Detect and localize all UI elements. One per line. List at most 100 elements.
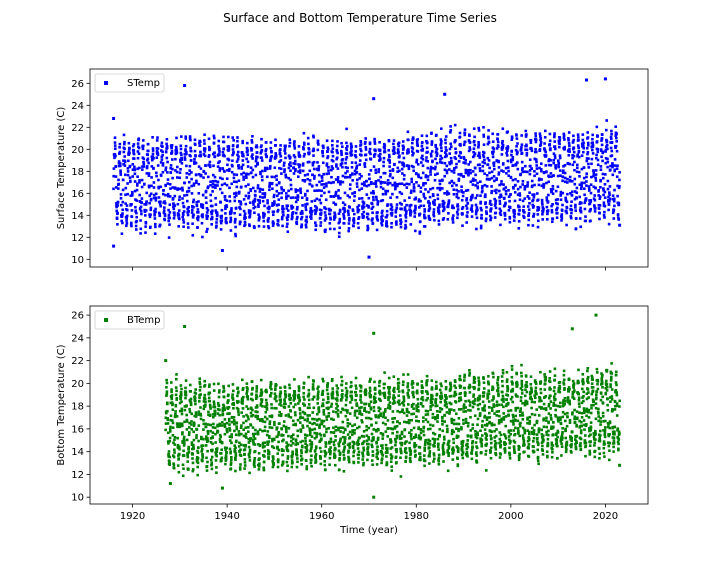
data-point [258, 199, 261, 202]
data-point [360, 154, 363, 157]
data-point [362, 430, 366, 433]
data-point [494, 199, 498, 202]
data-point [476, 186, 480, 190]
data-point [286, 213, 290, 217]
data-point [377, 179, 380, 182]
data-point [335, 165, 338, 168]
data-point [202, 422, 206, 426]
data-point [280, 187, 284, 191]
data-point [172, 463, 176, 467]
data-point [323, 463, 327, 467]
data-point [402, 380, 405, 384]
data-point [563, 164, 567, 167]
data-point [522, 216, 526, 219]
data-point [404, 226, 408, 229]
data-point [419, 176, 423, 180]
data-point [435, 152, 439, 155]
data-point [582, 144, 585, 148]
data-point [119, 193, 123, 196]
data-point [490, 203, 493, 206]
data-point [167, 236, 171, 239]
data-point [362, 463, 365, 467]
data-point [410, 405, 414, 408]
data-point [313, 437, 317, 440]
data-point [277, 458, 280, 461]
data-point [225, 451, 228, 454]
data-point [505, 154, 509, 157]
data-point [362, 203, 365, 206]
data-point [249, 411, 253, 415]
data-point [124, 173, 127, 177]
data-point [352, 454, 355, 458]
data-point [244, 419, 248, 423]
data-point [373, 140, 376, 143]
data-point [475, 206, 479, 209]
data-point [398, 155, 401, 159]
data-point [389, 460, 393, 463]
data-point [231, 383, 235, 386]
data-point [206, 439, 210, 443]
data-point [598, 217, 601, 221]
data-point [245, 392, 248, 395]
data-point [217, 147, 221, 151]
data-point [334, 425, 338, 429]
data-point [310, 445, 313, 449]
data-point [519, 149, 523, 152]
data-point [431, 186, 435, 190]
data-point [578, 175, 581, 178]
data-point [308, 169, 312, 173]
data-point [169, 171, 173, 174]
data-point [194, 411, 198, 414]
data-point [369, 182, 373, 185]
data-point [168, 211, 172, 214]
data-point [353, 429, 356, 432]
data-point [205, 230, 208, 233]
data-point [421, 149, 424, 152]
data-point [392, 389, 395, 392]
data-point [278, 166, 281, 170]
data-point [326, 155, 330, 158]
data-point [402, 162, 405, 165]
data-point [351, 430, 354, 433]
data-point [478, 154, 481, 157]
data-point [407, 138, 410, 142]
data-point [408, 456, 412, 460]
data-point [479, 194, 482, 197]
data-point [350, 394, 353, 398]
data-point [410, 418, 413, 422]
data-point [193, 149, 197, 153]
data-point [357, 453, 361, 457]
data-point [591, 144, 595, 147]
data-point [307, 142, 310, 146]
data-point [268, 436, 271, 440]
data-point [258, 465, 261, 468]
data-point [336, 176, 340, 179]
data-point [232, 403, 236, 406]
data-point [374, 180, 378, 183]
data-point [308, 427, 311, 430]
data-point [445, 164, 449, 168]
data-point [182, 210, 186, 213]
data-point [247, 196, 250, 200]
data-point [263, 420, 267, 424]
data-point [287, 443, 290, 447]
data-point [425, 139, 428, 143]
data-point [274, 395, 278, 399]
data-point [324, 228, 327, 232]
data-point [346, 421, 350, 425]
data-point [593, 194, 596, 197]
data-point [177, 470, 181, 474]
data-point [290, 217, 294, 221]
data-point [306, 173, 310, 176]
data-point [438, 186, 442, 190]
data-point [335, 407, 338, 410]
data-point [395, 434, 399, 438]
data-point [414, 204, 417, 208]
data-point [285, 192, 288, 195]
data-point [213, 410, 217, 413]
data-point [391, 420, 395, 424]
data-point [329, 450, 332, 453]
data-point [542, 184, 546, 187]
data-point [210, 463, 214, 466]
data-point [168, 460, 171, 463]
